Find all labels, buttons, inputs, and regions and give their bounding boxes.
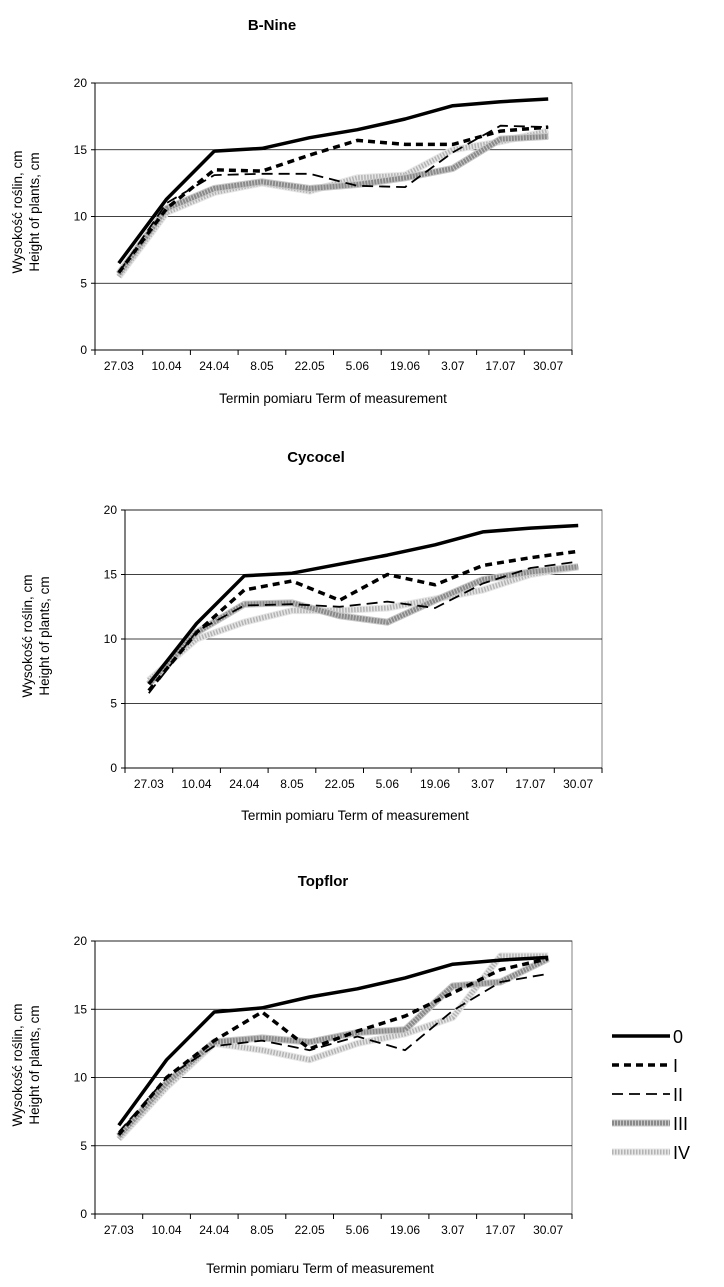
series-line-III (116, 133, 549, 276)
y-tick-label: 10 (74, 1071, 88, 1085)
chart-title: Topflor (298, 873, 349, 890)
y-tick-label: 10 (74, 210, 88, 224)
series-line-III (116, 956, 550, 1138)
y-tick-label: 15 (74, 1002, 88, 1016)
x-tick-label: 22.05 (325, 777, 355, 791)
x-tick-label: 19.06 (390, 359, 420, 373)
x-tick-label: 5.06 (346, 359, 370, 373)
y-axis-label-line2: Height of plants, cm (37, 576, 52, 695)
x-tick-label: 17.07 (485, 359, 515, 373)
y-axis-label-line1: Wysokość roślin, cm (10, 151, 25, 274)
series-line-0 (147, 523, 579, 686)
legend-label: IV (673, 1143, 690, 1163)
legend-label: II (673, 1085, 683, 1105)
legend-label: III (673, 1114, 688, 1134)
y-tick-label: 5 (80, 276, 87, 290)
x-tick-label: 24.04 (199, 1223, 229, 1237)
x-tick-label: 3.07 (441, 1223, 465, 1237)
y-tick-label: 0 (80, 343, 87, 357)
x-tick-label: 22.05 (295, 1223, 325, 1237)
x-tick-label: 5.06 (346, 1223, 370, 1237)
legend-label: 0 (673, 1027, 683, 1047)
x-tick-label: 10.04 (152, 1223, 182, 1237)
y-axis-label-line1: Wysokość roślin, cm (10, 1004, 25, 1127)
x-tick-label: 10.04 (152, 359, 182, 373)
plot-layer: 0 5 10 15 20 27.03 10.04 24.04 8.05 22.05 5.06 19.0… (104, 503, 603, 791)
y-tick-label: 5 (110, 697, 117, 711)
y-tick-label: 15 (74, 143, 88, 157)
series-line-I (117, 125, 549, 274)
y-tick-label: 0 (110, 761, 117, 775)
series-line-I (147, 549, 579, 692)
x-tick-label: 30.07 (563, 777, 593, 791)
x-tick-label: 22.05 (295, 359, 325, 373)
x-tick-label: 27.03 (104, 1223, 134, 1237)
x-tick-label: 24.04 (229, 777, 259, 791)
chart-title: Cycocel (287, 449, 345, 466)
x-tick-label: 3.07 (441, 359, 465, 373)
chart-topflor: Topflor Termin pomiaru Term of measureme… (10, 873, 573, 1276)
x-tick-label: 8.05 (250, 359, 274, 373)
x-tick-label: 19.06 (390, 1223, 420, 1237)
y-tick-label: 20 (74, 76, 88, 90)
x-axis-label: Termin pomiaru Term of measurement (241, 808, 469, 823)
series-line-0 (117, 955, 549, 1127)
series-line-0 (117, 97, 549, 265)
x-tick-label: 30.07 (533, 1223, 563, 1237)
y-tick-label: 0 (80, 1207, 87, 1221)
x-axis-label: Termin pomiaru Term of measurement (206, 1261, 434, 1276)
legend-label: I (673, 1056, 678, 1076)
series-line-halo-III (116, 955, 550, 1139)
x-axis-label: Termin pomiaru Term of measurement (219, 391, 447, 406)
x-tick-label: 19.06 (420, 777, 450, 791)
series-line-halo-III (115, 132, 549, 276)
series-line-II (118, 972, 549, 1133)
y-tick-label: 20 (74, 934, 88, 948)
chart-cycocel: Cycocel Termin pomiaru Term of measureme… (20, 449, 603, 823)
series-line-III (146, 564, 579, 686)
y-axis-label-line2: Height of plants, cm (27, 152, 42, 271)
y-axis-label-line2: Height of plants, cm (27, 1005, 42, 1124)
x-tick-label: 10.04 (182, 777, 212, 791)
x-tick-label: 5.06 (376, 777, 400, 791)
x-tick-label: 17.07 (515, 777, 545, 791)
x-tick-label: 27.03 (104, 359, 134, 373)
x-tick-label: 8.05 (250, 1223, 274, 1237)
x-tick-label: 24.04 (199, 359, 229, 373)
chart-b-nine: B-Nine Termin pomiaru Term of measuremen… (10, 17, 573, 406)
series-line-II (148, 560, 579, 694)
x-tick-label: 30.07 (533, 359, 563, 373)
x-tick-label: 17.07 (485, 1223, 515, 1237)
y-axis-label-line1: Wysokość roślin, cm (20, 575, 35, 698)
series-line-IV (147, 564, 579, 683)
y-tick-label: 10 (104, 632, 118, 646)
plot-layer: 0 5 10 15 20 27.03 10.04 24.04 8.05 22.05 5.06 19.0… (74, 76, 573, 373)
x-tick-label: 8.05 (280, 777, 304, 791)
chart-title: B-Nine (248, 17, 296, 34)
plot-layer: 0 5 10 15 20 27.03 10.04 24.04 8.05 22.05 5.06 19.0… (74, 934, 573, 1237)
x-tick-label: 3.07 (471, 777, 495, 791)
y-tick-label: 15 (104, 568, 118, 582)
y-tick-label: 5 (80, 1139, 87, 1153)
y-tick-label: 20 (104, 503, 118, 517)
x-tick-label: 27.03 (134, 777, 164, 791)
series-line-I (117, 956, 549, 1136)
